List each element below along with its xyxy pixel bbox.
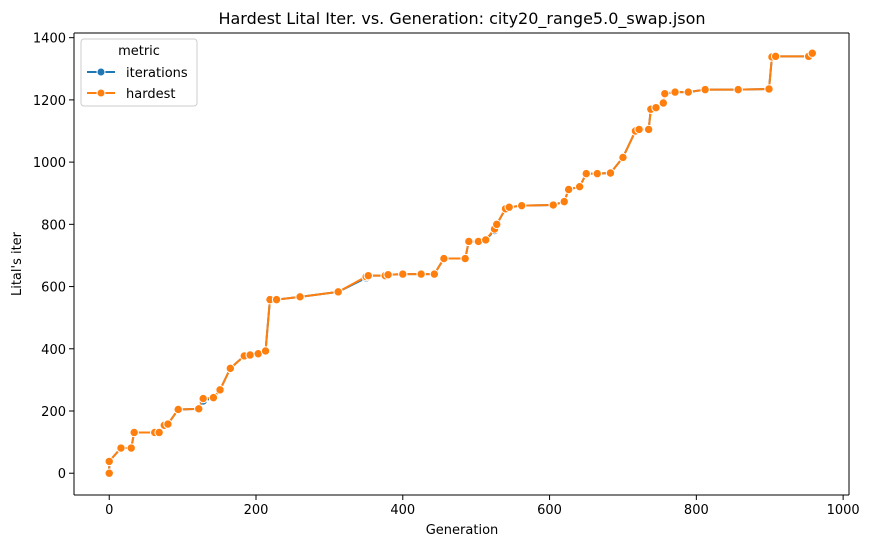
data-point-hardest [643, 124, 654, 135]
plot-area [74, 33, 849, 495]
data-point-hardest [126, 443, 136, 453]
data-point-hardest [271, 294, 282, 305]
y-tick-label: 400 [41, 343, 66, 358]
y-tick-label: 600 [41, 281, 66, 296]
data-point-hardest [198, 393, 208, 404]
data-point-hardest [700, 84, 710, 95]
data-point-hardest [807, 48, 817, 58]
x-tick-label: 1000 [827, 503, 860, 518]
legend-marker-iterations [96, 67, 106, 77]
data-point-hardest [492, 219, 502, 230]
y-axis: 0 200 400 600 800 1000 1200 1400 [33, 32, 74, 482]
y-axis-label: Lital's iter [10, 231, 25, 296]
data-point-hardest [605, 168, 616, 178]
legend-title: metric [118, 44, 160, 59]
data-point-hardest [173, 404, 183, 415]
y-tick-label: 0 [58, 467, 66, 482]
x-tick-label: 200 [244, 503, 269, 518]
data-point-hardest [592, 168, 602, 179]
data-point-hardest [670, 87, 680, 97]
data-point-hardest [581, 168, 591, 179]
data-point-hardest [116, 443, 126, 453]
data-point-hardest [295, 292, 305, 302]
x-axis-label: Generation [426, 523, 499, 538]
data-point-hardest [363, 270, 373, 281]
data-point-hardest [770, 51, 781, 62]
data-point-hardest [225, 363, 236, 374]
data-point-hardest [733, 84, 743, 95]
series-hardest [104, 48, 817, 478]
data-point-hardest [651, 102, 661, 113]
data-point-hardest [764, 84, 774, 94]
data-point-hardest [683, 87, 693, 97]
data-point-hardest [548, 200, 558, 210]
plot-frame [73, 32, 850, 496]
data-point-hardest [129, 427, 139, 438]
legend-marker-hardest [96, 88, 106, 98]
data-point-hardest [618, 152, 628, 163]
y-tick-label: 1200 [33, 94, 66, 109]
data-point-hardest [194, 404, 204, 414]
data-point-hardest [208, 392, 219, 403]
data-point-hardest [439, 253, 449, 264]
y-tick-label: 1400 [33, 32, 66, 47]
x-tick-label: 800 [684, 503, 709, 518]
data-point-hardest [260, 346, 271, 356]
data-point-hardest [154, 427, 164, 438]
data-point-hardest [215, 385, 225, 395]
legend-box [80, 38, 198, 107]
data-point-hardest [245, 350, 255, 360]
legend-label-iterations: iterations [126, 66, 188, 81]
data-point-hardest [574, 181, 585, 192]
legend: metric iterations hardest [80, 38, 198, 107]
data-point-hardest [658, 98, 669, 108]
data-point-hardest [416, 269, 426, 279]
data-point-hardest [516, 200, 527, 211]
data-point-hardest [460, 253, 470, 264]
x-tick-label: 600 [537, 503, 562, 518]
data-point-hardest [563, 184, 574, 195]
data-point-hardest [383, 270, 393, 280]
data-point-hardest [504, 202, 514, 212]
y-tick-label: 200 [41, 405, 66, 420]
data-point-hardest [429, 269, 440, 279]
legend-label-hardest: hardest [126, 87, 175, 102]
x-tick-label: 400 [390, 503, 415, 518]
data-point-hardest [104, 468, 114, 478]
data-point-hardest [464, 236, 474, 247]
series-layer [104, 48, 817, 478]
data-point-hardest [634, 124, 644, 135]
data-point-hardest [398, 269, 408, 279]
data-point-hardest [104, 456, 114, 467]
data-point-hardest [559, 196, 569, 207]
y-tick-label: 800 [41, 218, 66, 233]
chart-title: Hardest Lital Iter. vs. Generation: city… [218, 9, 705, 29]
x-axis: 0 200 400 600 800 1000 [105, 495, 860, 518]
x-tick-label: 0 [105, 503, 113, 518]
data-point-hardest [163, 419, 173, 429]
data-point-hardest [660, 88, 670, 99]
data-point-hardest [481, 235, 491, 245]
data-point-hardest [333, 287, 343, 297]
y-tick-label: 1000 [33, 156, 66, 171]
